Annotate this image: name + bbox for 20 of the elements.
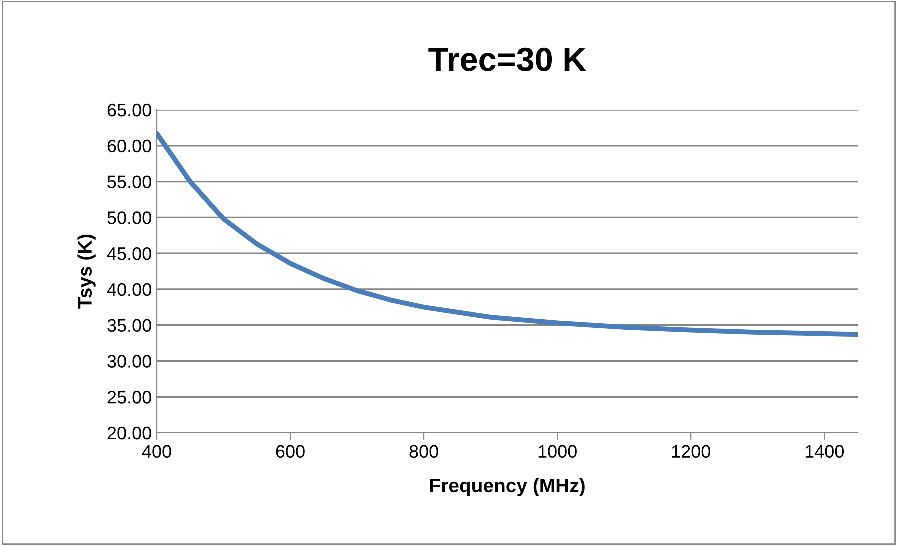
- chart-title: Trec=30 K: [428, 48, 586, 72]
- y-tick-label: 55.00: [108, 176, 152, 188]
- y-tick-label: 35.00: [108, 319, 152, 332]
- y-tick-label: 65.00: [108, 104, 152, 117]
- line-series: [157, 131, 858, 338]
- y-tick-label: 30.00: [108, 355, 152, 368]
- x-tick-label: 1200: [672, 445, 710, 458]
- x-tick-label: 1400: [806, 445, 844, 458]
- y-tick-label: 40.00: [107, 283, 152, 296]
- y-tick-label: 20.00: [108, 426, 152, 440]
- x-tick-label: 1000: [538, 445, 577, 458]
- y-tick-label: 45.00: [107, 247, 152, 260]
- x-tick-label: 600: [276, 445, 305, 458]
- y-tick-label: 25.00: [108, 391, 152, 404]
- y-tick-label: 50.00: [108, 212, 152, 224]
- y-axis-title: Tsys (K): [78, 234, 96, 309]
- y-tick-label: 60.00: [108, 140, 152, 153]
- x-tick-label: 400: [142, 445, 172, 458]
- x-tick-label: 800: [410, 445, 438, 458]
- x-axis-title: Frequency (MHz): [430, 478, 585, 496]
